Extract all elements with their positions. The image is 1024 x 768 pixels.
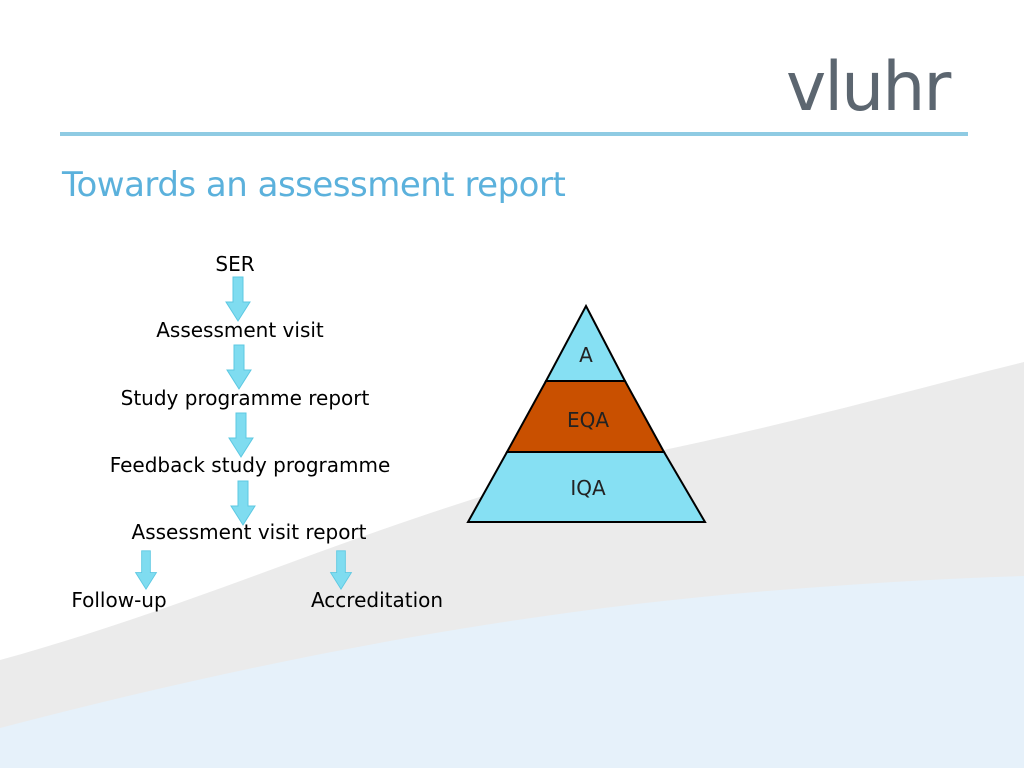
down-arrow-icon xyxy=(329,550,353,590)
pyramid-label-middle: EQA xyxy=(567,408,609,432)
flow-step-study-programme-report: Study programme report xyxy=(120,386,370,410)
pyramid-top-level xyxy=(544,303,627,382)
blue-wave xyxy=(0,576,1024,768)
flow-step-accreditation: Accreditation xyxy=(310,588,444,612)
flow-step-assessment-visit-report: Assessment visit report xyxy=(131,520,367,544)
flow-step-feedback-study-programme: Feedback study programme xyxy=(109,453,391,477)
quality-pyramid: A EQA IQA xyxy=(466,303,707,523)
pyramid-label-top: A xyxy=(579,343,593,367)
down-arrow-icon xyxy=(230,480,256,526)
logo-text: vluhr xyxy=(786,52,951,118)
pyramid-label-bottom: IQA xyxy=(570,476,606,500)
vluhr-logo: vluhr xyxy=(786,52,953,118)
down-arrow-icon xyxy=(226,344,252,390)
flow-step-assessment-visit: Assessment visit xyxy=(156,318,324,342)
down-arrow-icon xyxy=(228,412,254,458)
down-arrow-icon xyxy=(225,276,251,322)
down-arrow-icon xyxy=(134,550,158,590)
flow-step-follow-up: Follow-up xyxy=(71,588,167,612)
header-rule xyxy=(60,132,968,136)
flow-step-ser: SER xyxy=(215,252,255,276)
slide-title: Towards an assessment report xyxy=(62,165,566,205)
